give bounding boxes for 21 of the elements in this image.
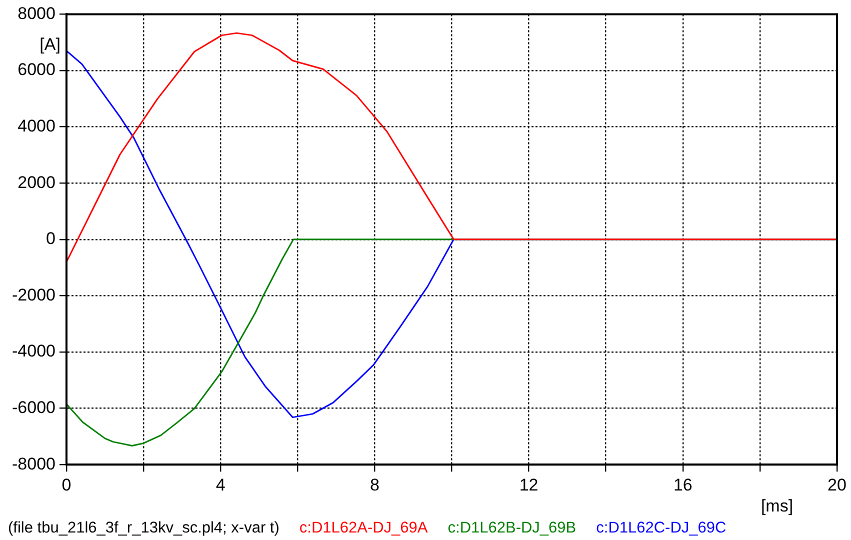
text: c:D1L62B-DJ_69B xyxy=(448,519,576,536)
y-tick-label: -2000 xyxy=(12,285,56,304)
text: c:D1L62A-DJ_69A xyxy=(299,519,428,536)
y-tick-label: -6000 xyxy=(12,398,56,417)
y-tick-label: 4000 xyxy=(18,116,56,136)
y-tick-label: 8000 xyxy=(18,4,56,23)
y-tick-label: 6000 xyxy=(18,60,56,80)
y-axis-title: [A] xyxy=(40,34,60,54)
y-tick-label: 0 xyxy=(46,229,56,248)
x-tick-label: 16 xyxy=(673,475,692,494)
x-tick-label: 20 xyxy=(828,475,846,494)
x-tick-label: 8 xyxy=(370,475,380,494)
x-tick-label: 4 xyxy=(216,475,226,494)
text: c:D1L62C-DJ_69C xyxy=(596,519,726,536)
x-tick-label: 0 xyxy=(62,475,72,494)
x-tick-label: 12 xyxy=(519,475,538,494)
y-tick-label: 2000 xyxy=(18,172,56,192)
y-tick-label: -4000 xyxy=(12,342,56,361)
y-tick-label: -8000 xyxy=(12,454,56,474)
text: (file tbu_21l6_3f_r_13kv_sc.pl4; x-var t) xyxy=(8,519,280,536)
x-axis-title: [ms] xyxy=(760,496,794,516)
